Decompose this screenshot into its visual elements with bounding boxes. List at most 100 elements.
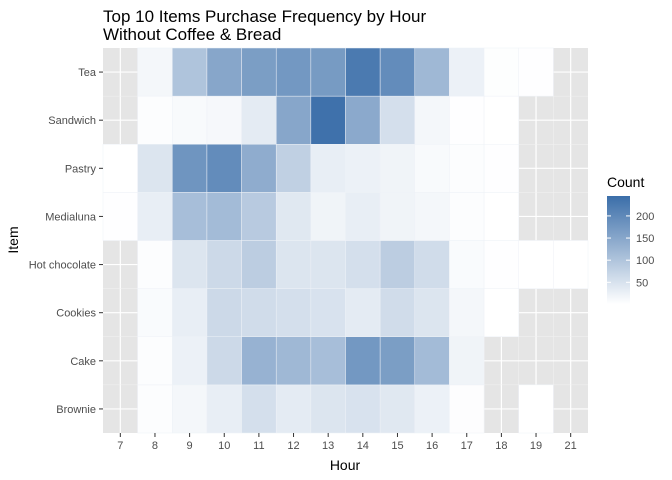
heatmap-cell xyxy=(310,288,346,337)
heatmap-cell xyxy=(172,95,208,145)
heatmap-cell xyxy=(483,240,519,289)
x-tick-label: 9 xyxy=(187,440,193,452)
heatmap-cell xyxy=(137,144,173,193)
heatmap-cell xyxy=(206,95,242,145)
heatmap-cell xyxy=(275,47,312,97)
heatmap-cell xyxy=(137,384,173,434)
heatmap-cell xyxy=(275,192,312,241)
heatmap-cell xyxy=(241,95,277,145)
heatmap-cell xyxy=(206,240,242,289)
chart-title-line-1: Top 10 Items Purchase Frequency by Hour xyxy=(103,7,426,26)
heatmap-cell xyxy=(483,95,519,145)
heatmap-cell xyxy=(379,192,416,241)
heatmap-cell xyxy=(102,192,138,241)
x-tick-label: 11 xyxy=(253,440,264,452)
legend-colorbar xyxy=(607,196,630,304)
heatmap-cell xyxy=(518,240,554,289)
heatmap-cell xyxy=(414,47,450,97)
x-tick-label: 17 xyxy=(461,440,473,452)
heatmap-cell xyxy=(206,384,242,434)
heatmap-cell xyxy=(310,95,346,145)
color-legend: Count 50 100 150 200 xyxy=(607,174,654,304)
heatmap-cell xyxy=(414,336,450,386)
heatmap-cell xyxy=(137,336,173,386)
heatmap-cell xyxy=(553,240,589,289)
heatmap-cell xyxy=(241,192,277,241)
heatmap-cell xyxy=(414,144,450,193)
heatmap-cell xyxy=(275,240,312,289)
legend-title: Count xyxy=(607,174,644,190)
heatmap-cell xyxy=(172,240,208,289)
heatmap-cell xyxy=(379,288,416,337)
heatmap-cell xyxy=(206,288,242,337)
legend-tick-label: 150 xyxy=(636,233,654,245)
heatmap-cell xyxy=(449,384,485,434)
heatmap-cell xyxy=(275,288,312,337)
heatmap-cell xyxy=(310,47,346,97)
heatmap-cell xyxy=(241,288,277,337)
heatmap-cell xyxy=(379,95,416,145)
heatmap-cell xyxy=(275,384,312,434)
heatmap-cell xyxy=(414,95,450,145)
heatmap-cell xyxy=(137,47,173,97)
heatmap-cell xyxy=(449,144,485,193)
heatmap-cell xyxy=(206,336,242,386)
heatmap-cell xyxy=(379,240,416,289)
heatmap-cell xyxy=(172,288,208,337)
y-tick-label: Sandwich xyxy=(48,115,96,127)
x-tick-label: 14 xyxy=(357,440,369,452)
heatmap-cell xyxy=(172,384,208,434)
heatmap-cell xyxy=(172,47,208,97)
x-tick-label: 13 xyxy=(322,440,334,452)
chart-title-line-2: Without Coffee & Bread xyxy=(103,25,281,44)
heatmap-cell xyxy=(172,144,208,193)
heatmap-cell xyxy=(345,47,381,97)
heatmap-cell xyxy=(137,95,173,145)
heatmap-cell xyxy=(310,144,346,193)
legend-tick-label: 50 xyxy=(636,277,648,289)
heatmap-cell xyxy=(310,384,346,434)
heatmap-cell xyxy=(345,95,381,145)
heatmap-cell xyxy=(310,192,346,241)
y-axis-title: Item xyxy=(5,226,21,253)
x-axis-title: Hour xyxy=(330,457,361,473)
heatmap-cell xyxy=(345,144,381,193)
heatmap-cell xyxy=(449,288,485,337)
x-tick-label: 15 xyxy=(391,440,403,452)
heatmap-cell xyxy=(414,240,450,289)
heatmap-cell xyxy=(483,47,519,97)
heatmap-cell xyxy=(137,240,173,289)
y-axis: Brownie Cake Cookies Hot chocolate Medialuna… xyxy=(29,67,103,416)
heatmap-cell xyxy=(275,336,312,386)
y-tick-label: Brownie xyxy=(56,404,96,416)
legend-tick-label: 100 xyxy=(636,255,654,267)
heatmap-cell xyxy=(241,384,277,434)
y-tick-label: Medialuna xyxy=(45,211,97,223)
heatmap-cell xyxy=(345,240,381,289)
y-tick-label: Tea xyxy=(78,67,97,79)
heatmap-cell xyxy=(414,288,450,337)
heatmap-cell xyxy=(137,288,173,337)
x-tick-label: 16 xyxy=(426,440,438,452)
heatmap-cell xyxy=(379,144,416,193)
heatmap-cell xyxy=(241,47,277,97)
heatmap-cell xyxy=(449,336,485,386)
heatmap-cell xyxy=(483,288,519,337)
x-tick-label: 21 xyxy=(565,440,577,452)
heatmap-cell xyxy=(449,95,485,145)
heatmap-cell xyxy=(206,192,242,241)
heatmap-cell xyxy=(379,384,416,434)
heatmap-cell xyxy=(449,240,485,289)
heatmap-cell xyxy=(102,144,138,193)
heatmap-cell xyxy=(172,192,208,241)
x-tick-label: 8 xyxy=(152,440,158,452)
x-tick-label: 18 xyxy=(495,440,507,452)
heatmap-cell xyxy=(379,47,416,97)
heatmap-cell xyxy=(206,47,242,97)
heatmap-cell xyxy=(137,192,173,241)
x-tick-label: 10 xyxy=(218,440,230,452)
heatmap-cell xyxy=(275,95,312,145)
heatmap-cell xyxy=(206,144,242,193)
heatmap-cell xyxy=(241,240,277,289)
